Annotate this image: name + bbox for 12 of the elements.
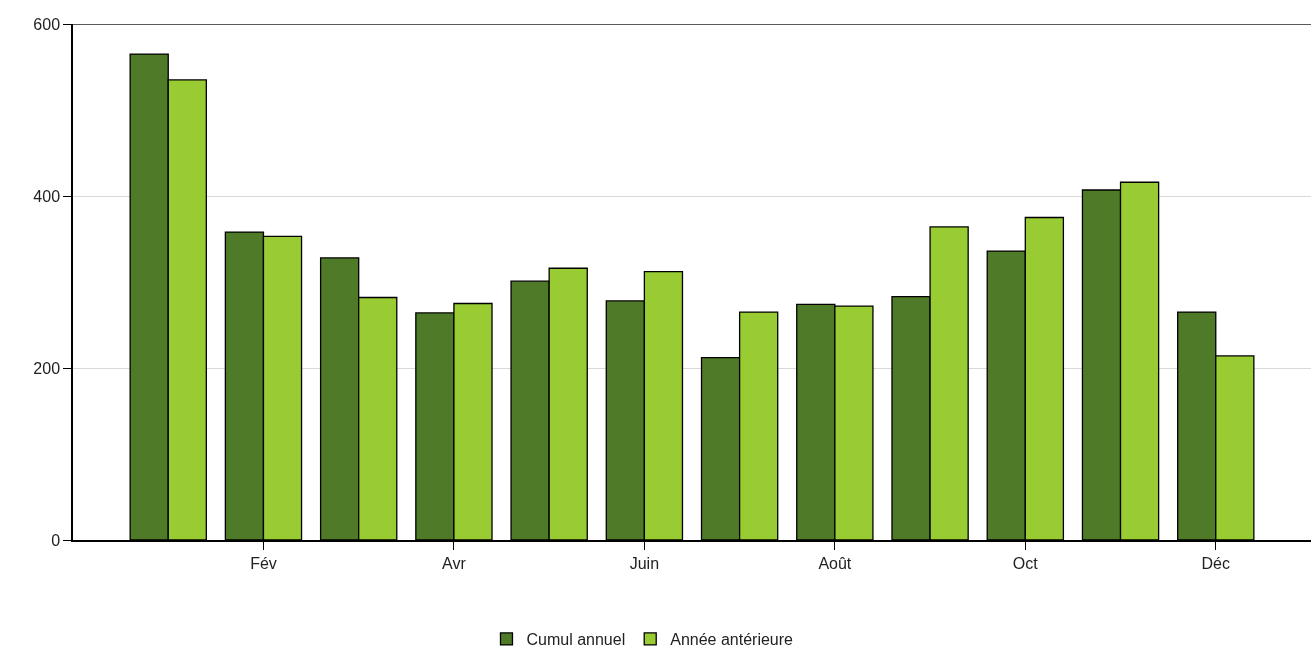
x-tick-label: Déc [1201, 554, 1230, 572]
y-tick-label: 0 [51, 531, 61, 549]
x-tick-label: Oct [1012, 554, 1039, 572]
x-tick-label: Avr [442, 554, 467, 572]
x-tick-label: Juin [629, 554, 660, 572]
y-tick-label: 400 [33, 187, 61, 205]
x-tick-label: Fév [250, 554, 277, 572]
y-tick-label: 200 [33, 359, 61, 377]
y-tick-label: 600 [33, 15, 61, 33]
legend-label: Année antérieure [670, 631, 794, 649]
x-tick-label: Août [818, 554, 852, 572]
legend-label: Cumul annuel [526, 631, 626, 649]
